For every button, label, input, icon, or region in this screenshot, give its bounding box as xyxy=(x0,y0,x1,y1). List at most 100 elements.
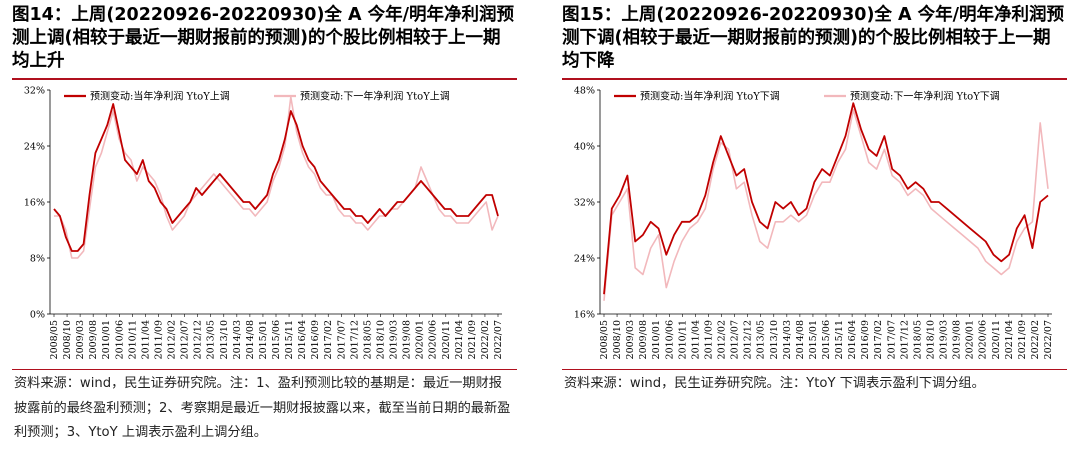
x-tick-label: 2022/02 xyxy=(480,320,491,359)
y-tick-label: 0% xyxy=(30,310,45,321)
x-tick-label: 2017/02 xyxy=(873,320,884,359)
x-tick-label: 2009/08 xyxy=(638,320,649,359)
x-tick-label: 2010/01 xyxy=(101,320,112,359)
x-tick-label: 2016/09 xyxy=(310,320,321,359)
x-tick-label: 2014/08 xyxy=(245,320,256,359)
y-tick-label: 48% xyxy=(574,86,595,97)
x-tick-label: 2017/12 xyxy=(899,320,910,359)
x-tick-label: 2020/01 xyxy=(965,320,976,359)
title-rule xyxy=(562,78,1067,80)
x-tick-label: 2020/11 xyxy=(441,320,452,359)
x-tick-label: 2020/06 xyxy=(978,320,989,359)
legend-label: 预测变动:下一年净利润 YtoY上调 xyxy=(300,90,450,103)
line-chart: 0% 8% 16% 24% 32% 2008/05 2008/10 2009/03 2009/0… xyxy=(24,86,504,360)
y-tick-label: 32% xyxy=(574,198,595,209)
x-tick-label: 2011/09 xyxy=(703,320,714,359)
y-tick-label: 16% xyxy=(574,310,595,321)
x-tick-label: 2011/04 xyxy=(690,320,701,359)
note-rule xyxy=(562,369,1067,370)
x-tick-label: 2021/09 xyxy=(467,320,478,359)
x-tick-label: 2010/06 xyxy=(664,320,675,359)
series-line-2 xyxy=(54,96,499,259)
series-line-2 xyxy=(603,108,1049,301)
x-tick-label: 2008/05 xyxy=(599,320,610,359)
y-tick-label: 8% xyxy=(30,254,45,265)
x-tick-label: 2010/06 xyxy=(114,320,125,359)
x-tick-label: 2015/01 xyxy=(258,320,269,359)
x-tick-label: 2020/11 xyxy=(991,320,1002,359)
x-tick-label: 2013/10 xyxy=(769,320,780,359)
x-tick-label: 2017/12 xyxy=(349,320,360,359)
x-tick-label: 2015/01 xyxy=(808,320,819,359)
x-tick-label: 2015/11 xyxy=(284,320,295,359)
x-tick-label: 2017/07 xyxy=(336,320,347,359)
x-tick-label: 2009/03 xyxy=(625,320,636,359)
x-tick-label: 2013/10 xyxy=(219,320,230,359)
panel-figure-15: 图15：上周(20220926-20220930)全 A 今年/明年净利润预测下… xyxy=(550,0,1080,450)
legend-label: 预测变动:当年净利润 YtoY上调 xyxy=(90,90,230,103)
figure-title: 图14：上周(20220926-20220930)全 A 今年/明年净利润预测上… xyxy=(12,5,515,71)
x-tick-label: 2009/03 xyxy=(75,320,86,359)
x-tick-label: 2022/02 xyxy=(1030,320,1041,359)
x-tick-label: 2019/08 xyxy=(402,320,413,359)
figure-title: 图15：上周(20220926-20220930)全 A 今年/明年净利润预测下… xyxy=(562,5,1065,71)
x-tick-label: 2017/02 xyxy=(323,320,334,359)
x-tick-label: 2018/05 xyxy=(362,320,373,359)
x-tick-label: 2020/01 xyxy=(415,320,426,359)
x-tick-label: 2011/04 xyxy=(140,320,151,359)
x-tick-label: 2009/08 xyxy=(88,320,99,359)
legend-label: 预测变动:下一年净利润 YtoY下调 xyxy=(850,90,1000,103)
x-tick-label: 2018/10 xyxy=(925,320,936,359)
x-tick-label: 2008/10 xyxy=(612,320,623,359)
x-tick-label: 2010/01 xyxy=(651,320,662,359)
x-tick-label: 2017/07 xyxy=(886,320,897,359)
panel-figure-14: 图14：上周(20220926-20220930)全 A 今年/明年净利润预测上… xyxy=(0,0,530,450)
x-tick-label: 2010/11 xyxy=(127,320,138,359)
x-tick-label: 2008/10 xyxy=(62,320,73,359)
x-tick-label: 2019/03 xyxy=(389,320,400,359)
y-tick-label: 24% xyxy=(24,142,45,153)
x-tick-label: 2021/04 xyxy=(454,320,465,359)
x-tick-label: 2015/06 xyxy=(821,320,832,359)
series-line-1 xyxy=(603,102,1049,295)
x-tick-label: 2014/08 xyxy=(795,320,806,359)
source-note: 资料来源：wind，民生证券研究院。注：YtoY 下调表示盈利下调分组。 xyxy=(564,376,985,391)
x-tick-label: 2021/09 xyxy=(1017,320,1028,359)
x-tick-label: 2014/03 xyxy=(782,320,793,359)
x-tick-label: 2011/09 xyxy=(153,320,164,359)
y-tick-label: 32% xyxy=(24,86,45,97)
x-tick-label: 2016/09 xyxy=(860,320,871,359)
x-tick-label: 2022/07 xyxy=(1043,320,1054,359)
x-tick-label: 2013/05 xyxy=(756,320,767,359)
x-tick-label: 2012/12 xyxy=(193,320,204,359)
x-tick-label: 2015/11 xyxy=(834,320,845,359)
x-tick-label: 2018/10 xyxy=(375,320,386,359)
y-tick-label: 16% xyxy=(24,198,45,209)
x-tick-label: 2019/03 xyxy=(939,320,950,359)
x-tick-label: 2016/04 xyxy=(847,320,858,359)
x-tick-label: 2021/04 xyxy=(1004,320,1015,359)
y-tick-label: 40% xyxy=(574,142,595,153)
x-tick-label: 2012/12 xyxy=(743,320,754,359)
legend-label: 预测变动:当年净利润 YtoY下调 xyxy=(640,90,780,103)
x-tick-label: 2012/07 xyxy=(730,320,741,359)
x-tick-label: 2015/06 xyxy=(271,320,282,359)
x-tick-label: 2016/04 xyxy=(297,320,308,359)
line-chart: 16% 24% 32% 40% 48% 2008/05 2008/10 2009/03 2009… xyxy=(574,86,1054,360)
x-tick-label: 2008/05 xyxy=(49,320,60,359)
x-tick-label: 2014/03 xyxy=(232,320,243,359)
x-tick-label: 2022/07 xyxy=(493,320,504,359)
x-tick-label: 2019/08 xyxy=(952,320,963,359)
y-tick-label: 24% xyxy=(574,254,595,265)
x-tick-label: 2013/05 xyxy=(206,320,217,359)
x-tick-label: 2020/06 xyxy=(428,320,439,359)
title-rule xyxy=(12,78,517,80)
series-line-1 xyxy=(53,103,499,252)
x-tick-label: 2012/02 xyxy=(167,320,178,359)
note-rule xyxy=(12,369,517,370)
x-tick-label: 2012/07 xyxy=(180,320,191,359)
x-tick-label: 2012/02 xyxy=(717,320,728,359)
x-tick-label: 2010/11 xyxy=(677,320,688,359)
source-note: 资料来源：wind，民生证券研究院。注：1、盈利预测比较的基期是：最近一期财报披… xyxy=(14,376,511,440)
x-tick-label: 2018/05 xyxy=(912,320,923,359)
